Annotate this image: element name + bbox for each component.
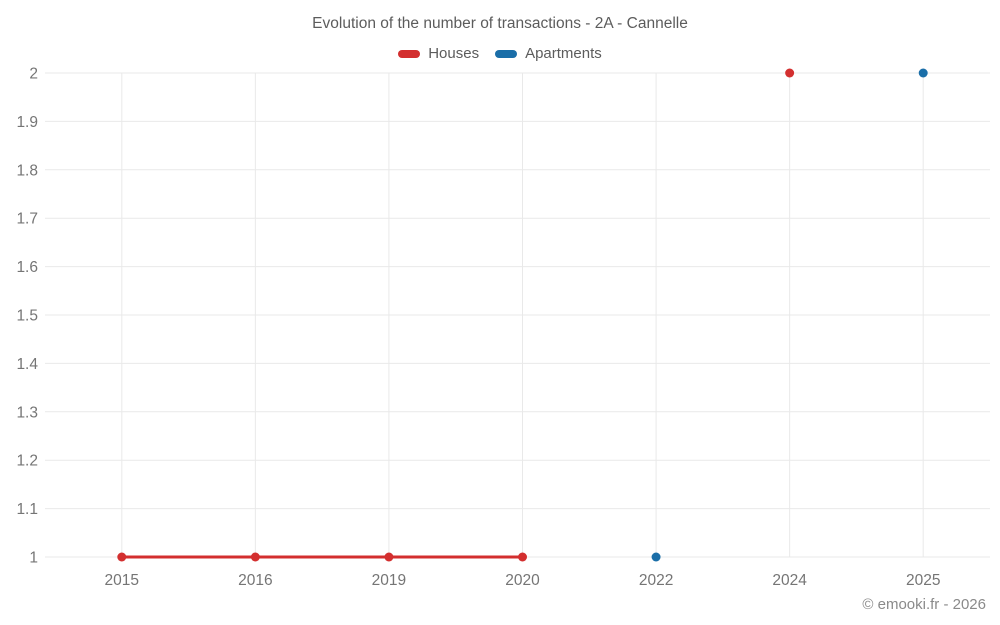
- x-tick-label: 2015: [105, 572, 139, 589]
- y-tick-label: 1.6: [16, 259, 38, 276]
- y-tick-label: 1.3: [16, 404, 38, 421]
- y-tick-label: 1: [29, 550, 38, 567]
- legend-item-apartments[interactable]: Apartments: [495, 45, 602, 62]
- data-point-houses[interactable]: [250, 552, 260, 562]
- y-tick-label: 1.1: [16, 501, 38, 518]
- data-point-houses[interactable]: [518, 552, 527, 562]
- x-tick-label: 2025: [906, 572, 940, 589]
- x-tick-label: 2016: [238, 572, 272, 589]
- y-tick-label: 1.9: [16, 114, 38, 131]
- legend-item-houses[interactable]: Houses: [398, 45, 479, 62]
- data-point-houses[interactable]: [785, 68, 795, 78]
- apartments-series-swatch-icon: [495, 49, 518, 58]
- x-tick-label: 2020: [505, 572, 540, 589]
- y-tick-label: 2: [29, 66, 38, 83]
- x-tick-label: 2024: [772, 572, 807, 589]
- data-point-apartments[interactable]: [651, 552, 661, 562]
- chart-title: Evolution of the number of transactions …: [312, 15, 688, 32]
- chart-legend: Houses Apartments: [0, 45, 1000, 62]
- legend-label-apartments: Apartments: [525, 45, 602, 62]
- y-tick-label: 1.2: [16, 453, 38, 470]
- y-tick-label: 1.4: [16, 356, 38, 373]
- x-tick-label: 2022: [639, 572, 673, 589]
- x-tick-label: 2019: [372, 572, 406, 589]
- copyright-text: © emooki.fr - 2026: [862, 596, 986, 613]
- houses-series-swatch-icon: [398, 49, 421, 58]
- y-tick-label: 1.8: [16, 162, 38, 179]
- y-tick-label: 1.5: [16, 308, 38, 325]
- y-tick-label: 1.7: [16, 211, 38, 228]
- legend-label-houses: Houses: [428, 45, 480, 62]
- data-point-apartments[interactable]: [918, 68, 928, 78]
- data-point-houses[interactable]: [117, 552, 127, 562]
- data-point-houses[interactable]: [384, 552, 394, 562]
